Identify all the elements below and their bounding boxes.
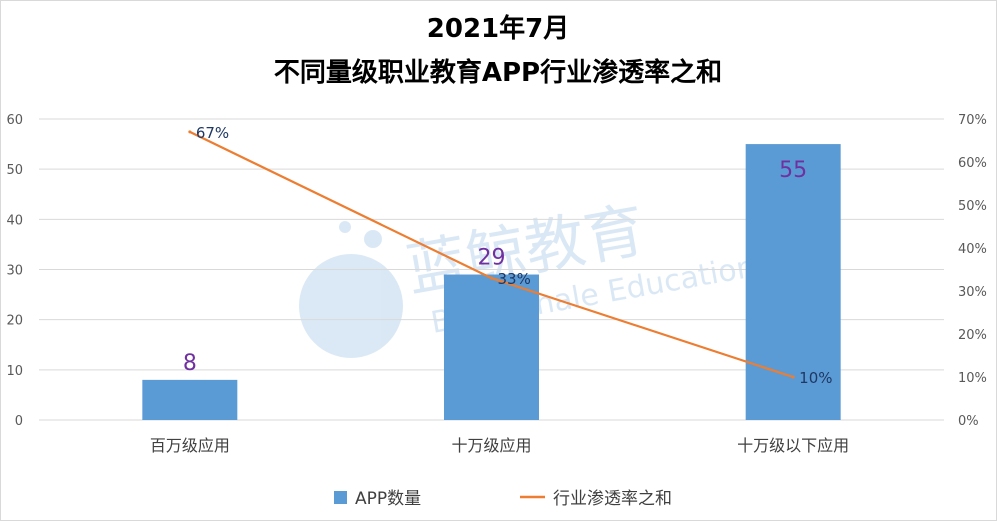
line-data-label: 10% (799, 369, 832, 387)
left-tick-label: 20 (6, 314, 23, 329)
bar (142, 379, 238, 420)
bar-series: 8 29 55 (142, 144, 841, 421)
left-tick-label: 50 (6, 163, 23, 178)
left-tick-label: 10 (6, 364, 23, 379)
right-tick-label: 70% (958, 113, 987, 128)
category-label: 十万级应用 (451, 436, 531, 455)
bar (444, 274, 539, 420)
right-tick-label: 10% (958, 371, 987, 386)
watermark-drop-icon (339, 221, 351, 233)
legend-bar-swatch (334, 491, 347, 504)
left-tick-label: 40 (6, 213, 23, 228)
category-axis: 百万级应用 十万级应用 十万级以下应用 (150, 436, 849, 455)
watermark-whale-icon (299, 254, 403, 358)
watermark-drop-icon (364, 230, 382, 248)
bar (745, 144, 841, 421)
chart-subtitle: 不同量级职业教育APP行业渗透率之和 (274, 57, 722, 88)
line-data-label: 33% (498, 270, 531, 288)
legend: APP数量 行业渗透率之和 (334, 489, 672, 509)
line-series: 67% 33% 10% (188, 124, 833, 387)
legend-bar-label: APP数量 (355, 489, 421, 509)
left-tick-label: 30 (6, 264, 23, 279)
category-label: 百万级应用 (150, 436, 230, 455)
right-tick-label: 40% (958, 242, 987, 257)
category-label: 十万级以下应用 (737, 436, 849, 455)
line-point (490, 276, 493, 280)
bar-data-label: 29 (478, 246, 506, 271)
legend-line-label: 行业渗透率之和 (553, 489, 672, 509)
right-tick-label: 0% (958, 414, 979, 429)
left-tick-label: 60 (6, 113, 23, 128)
left-axis: 0 10 20 30 40 50 60 (6, 113, 23, 429)
left-tick-label: 0 (15, 414, 23, 429)
right-tick-label: 50% (958, 199, 987, 214)
bar-data-label: 55 (779, 158, 807, 183)
line-point (791, 375, 795, 379)
right-tick-label: 30% (958, 285, 987, 300)
right-tick-label: 60% (958, 156, 987, 171)
line-data-label: 67% (196, 124, 229, 142)
chart-title: 2021年7月 (427, 13, 569, 44)
right-tick-label: 20% (958, 328, 987, 343)
right-axis: 0% 10% 20% 30% 40% 50% 60% 70% (958, 113, 987, 429)
line-point (188, 130, 192, 134)
bar-data-label: 8 (183, 351, 197, 376)
